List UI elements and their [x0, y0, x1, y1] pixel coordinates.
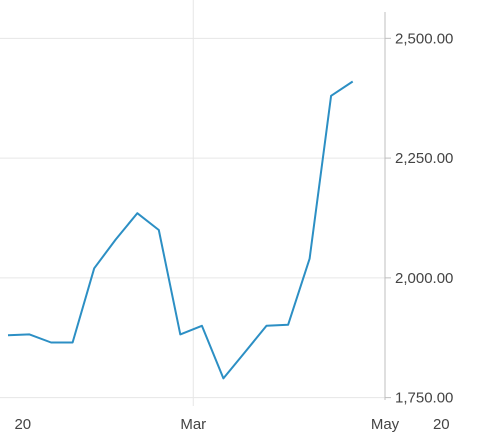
y-tick-label: 2,000.00 — [395, 270, 453, 287]
x-tick-label: Mar — [180, 416, 206, 433]
y-tick-label: 1,750.00 — [395, 390, 453, 407]
x-axis-ticks: 20 Mar May 20 — [14, 416, 449, 433]
x-tick-label: 20 — [14, 416, 31, 433]
gridlines — [0, 0, 385, 406]
y-tick-label: 2,250.00 — [395, 150, 453, 167]
y-tick-label: 2,500.00 — [395, 30, 453, 47]
series-line — [7, 80, 354, 380]
y-axis-ticks: 1,750.00 2,000.00 2,250.00 2,500.00 — [385, 30, 453, 407]
x-tick-label: 20 — [433, 416, 450, 433]
x-tick-label: May — [371, 416, 400, 433]
